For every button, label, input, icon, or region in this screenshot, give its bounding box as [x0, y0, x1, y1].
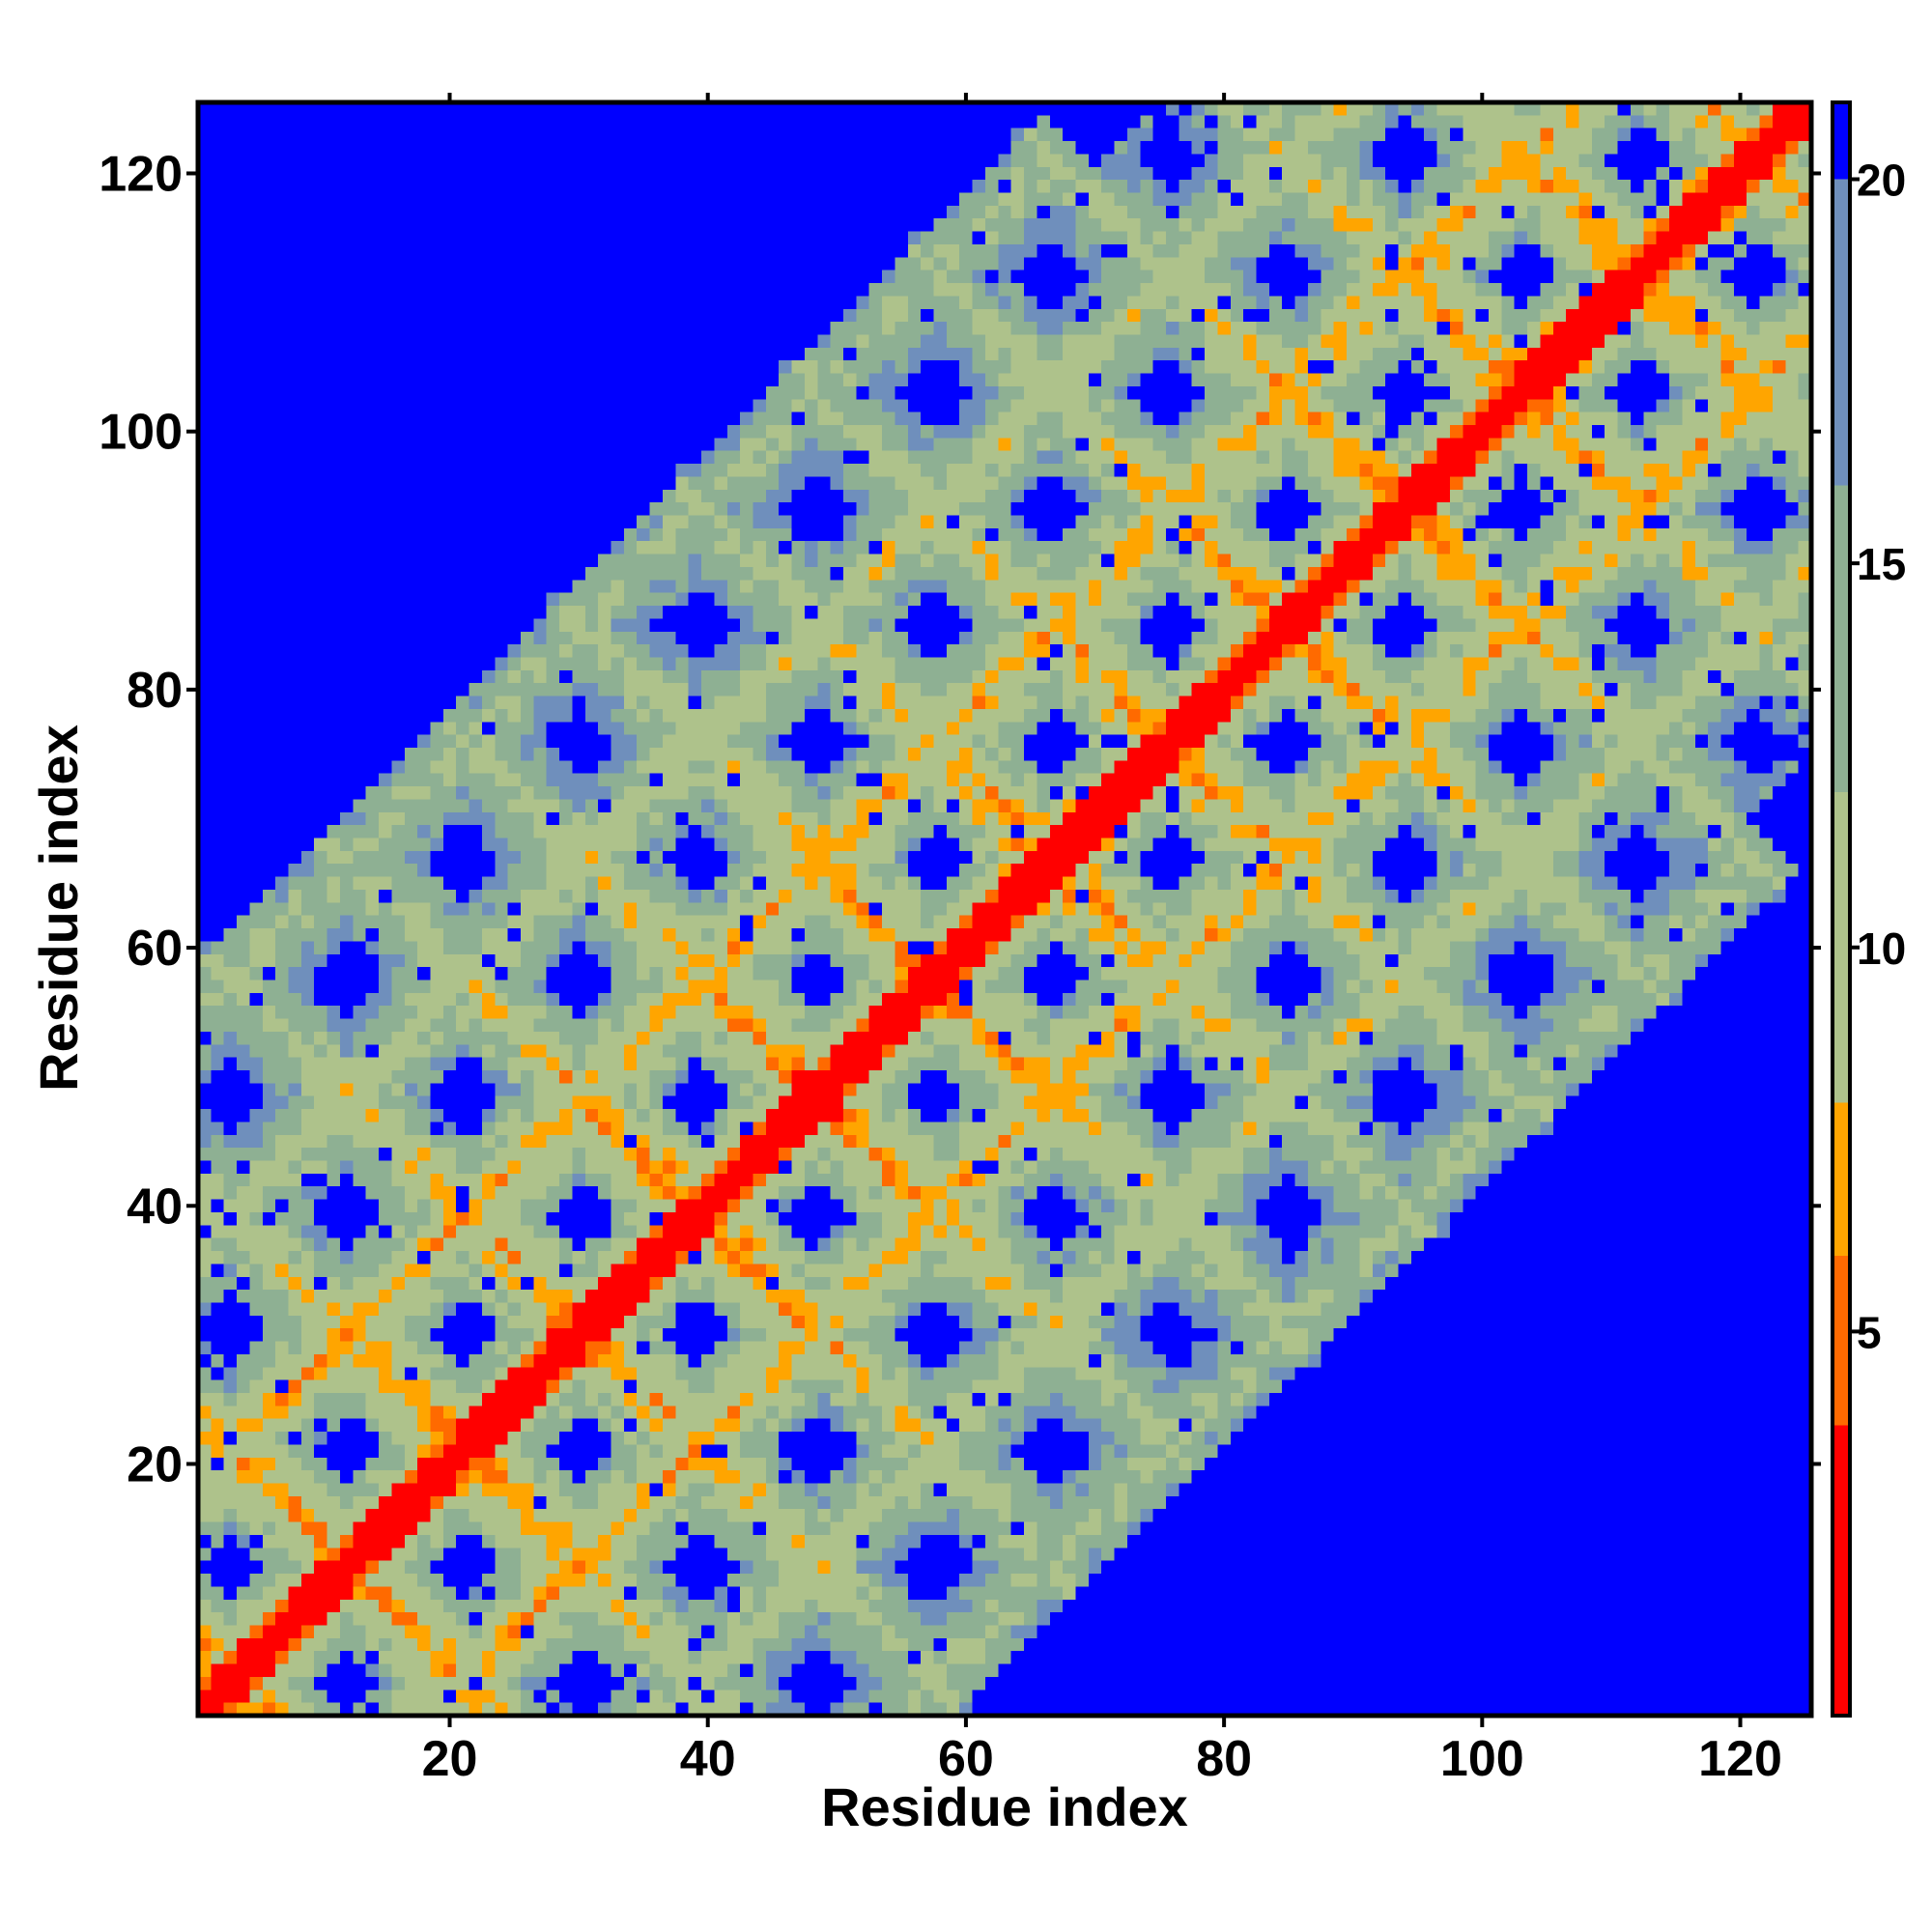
colorbar-tick-label: 15: [1857, 539, 1906, 589]
colorbar-tick-label: 10: [1857, 923, 1906, 974]
plot-frame: [195, 99, 1814, 1719]
colorbar-ticks: 5 10 15 20: [1811, 156, 1906, 1466]
y-tick-label: 120: [99, 146, 183, 202]
y-tick-label: 20: [127, 1436, 183, 1492]
y-tick-label: 80: [127, 663, 183, 719]
colorbar-frame: [1831, 100, 1852, 1718]
y-axis-ticks: 20 40 60 80 100 120: [99, 146, 198, 1492]
colorbar-tick-label: 20: [1857, 156, 1906, 206]
x-axis-title: Residue index: [821, 1776, 1188, 1837]
colorbar: [1833, 102, 1850, 1716]
x-tick-label: 40: [680, 1731, 736, 1787]
y-axis-title: Residue index: [28, 724, 89, 1092]
heatmap: [198, 102, 1811, 1716]
x-tick-label: 100: [1440, 1731, 1524, 1787]
y-tick-label: 100: [99, 405, 183, 461]
y-tick-label: 40: [127, 1179, 183, 1235]
x-tick-label: 60: [938, 1731, 994, 1787]
y-tick-label: 60: [127, 921, 183, 977]
x-tick-label: 80: [1196, 1731, 1252, 1787]
colorbar-tick-label: 5: [1857, 1307, 1882, 1357]
x-tick-label: 20: [422, 1731, 478, 1787]
x-axis-ticks: 20 40 60 80 100 120: [422, 93, 1782, 1787]
x-tick-label: 120: [1698, 1731, 1782, 1787]
